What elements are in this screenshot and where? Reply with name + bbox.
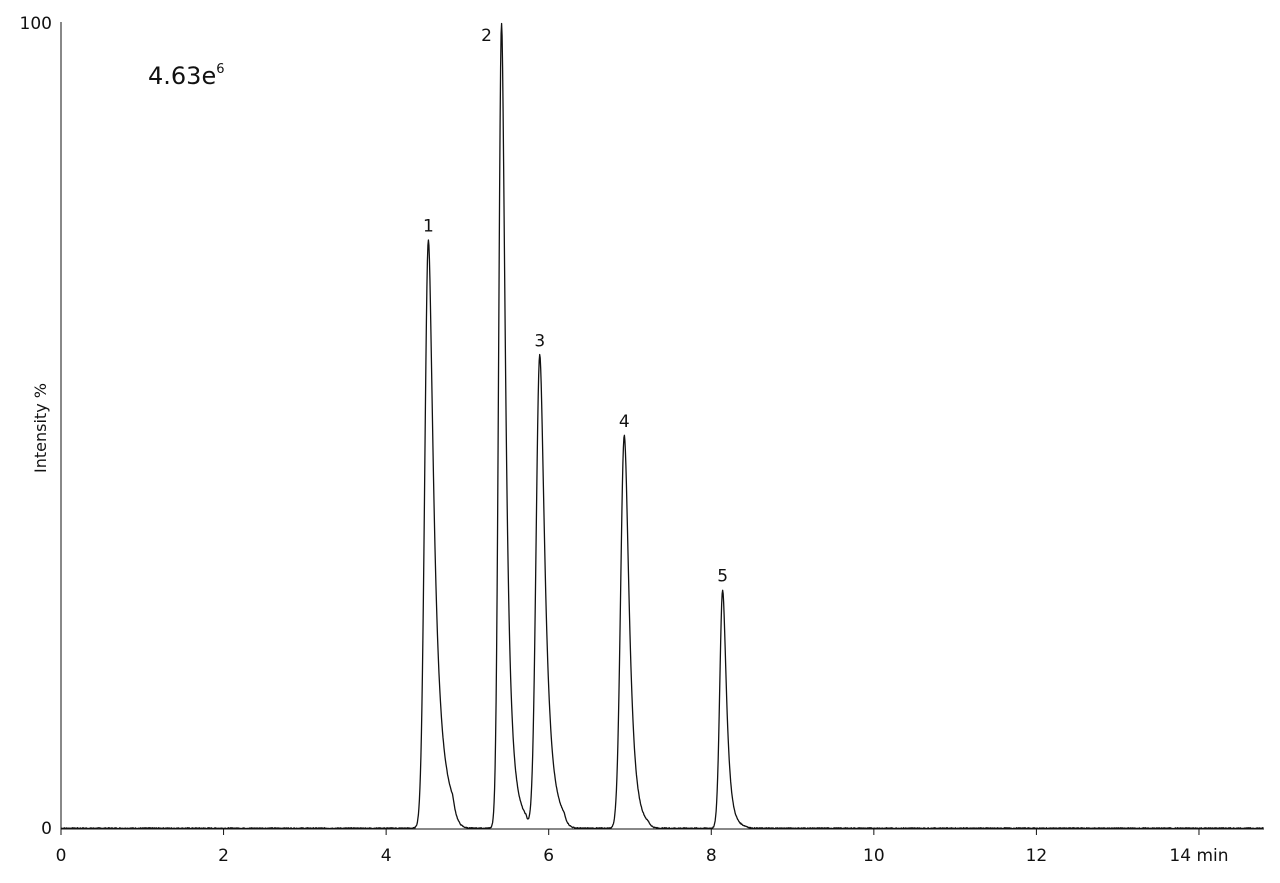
x-tick-label-12: 12	[1026, 846, 1048, 866]
x-tick-label-0: 0	[56, 846, 67, 866]
peak-labels: 1 2 3 4 5	[423, 26, 728, 587]
intensity-scale-annotation: 4.63e6	[148, 62, 224, 90]
y-axis-label: Intensity %	[31, 383, 50, 473]
chromatogram-trace	[60, 22, 1264, 830]
scale-mantissa: 4.63e	[148, 62, 216, 90]
peak-label-3: 3	[534, 332, 545, 352]
x-tick-label-8: 8	[706, 846, 717, 866]
y-tick-label-0: 0	[41, 819, 52, 839]
x-tick-label-2: 2	[218, 846, 229, 866]
x-tick-label-14: 14 min	[1169, 846, 1228, 866]
peak-label-4: 4	[619, 412, 630, 432]
peak-label-1: 1	[423, 217, 434, 237]
x-tick-label-4: 4	[381, 846, 392, 866]
peak-label-2: 2	[481, 26, 492, 46]
scale-exponent: 6	[216, 62, 224, 77]
y-tick-label-100: 100	[20, 14, 52, 34]
x-tick-label-10: 10	[863, 846, 885, 866]
peak-label-5: 5	[717, 567, 728, 587]
x-axis-ticks: 0 2 4 6 8 10 12 14 min	[56, 829, 1229, 866]
x-tick-label-6: 6	[543, 846, 554, 866]
